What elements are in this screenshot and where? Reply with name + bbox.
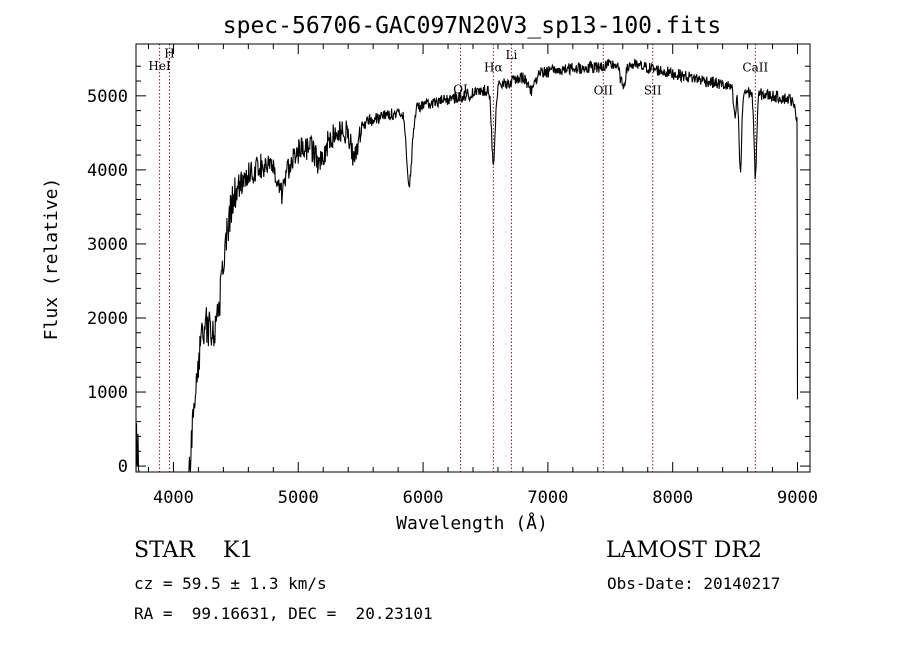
x-tick-label: 7000 xyxy=(527,488,568,508)
x-axis-label: Wavelength (Å) xyxy=(396,512,548,534)
x-tick-label: 8000 xyxy=(652,488,693,508)
x-tick-label: 5000 xyxy=(278,488,319,508)
x-tick-label: 4000 xyxy=(153,488,194,508)
redshift-velocity: cz = 59.5 ± 1.3 km/s xyxy=(134,574,327,593)
y-tick-label: 1000 xyxy=(87,383,128,403)
y-axis-label: Flux (relative) xyxy=(41,178,62,341)
line-label-CaII: CaII xyxy=(742,60,768,74)
chart-title: spec-56706-GAC097N20V3_sp13-100.fits xyxy=(223,13,722,39)
line-label-HeI: HeI xyxy=(148,59,171,73)
star-classification: STAR K1 xyxy=(134,538,254,563)
line-label-OII: OII xyxy=(594,83,614,97)
y-tick-label: 0 xyxy=(118,457,128,477)
line-label-H: H xyxy=(164,46,174,60)
survey-name: LAMOST DR2 xyxy=(606,538,762,563)
spectrum-line xyxy=(135,58,799,473)
y-tick-label: 3000 xyxy=(87,235,128,255)
sky-coordinates: RA = 99.16631, DEC = 20.23101 xyxy=(134,604,433,623)
line-label-SII: SII xyxy=(644,83,662,97)
spectrum-chart: spec-56706-GAC097N20V3_sp13-100.fits HeI… xyxy=(41,13,818,534)
y-tick-label: 2000 xyxy=(87,309,128,329)
y-tick-label: 5000 xyxy=(87,87,128,107)
line-label-Hα: Hα xyxy=(484,60,503,74)
y-tick-label: 4000 xyxy=(87,161,128,181)
line-label-Li: Li xyxy=(506,48,518,62)
plot-frame xyxy=(135,43,811,473)
observation-date: Obs-Date: 20140217 xyxy=(607,574,781,593)
x-tick-label: 9000 xyxy=(777,488,818,508)
x-tick-label: 6000 xyxy=(403,488,444,508)
